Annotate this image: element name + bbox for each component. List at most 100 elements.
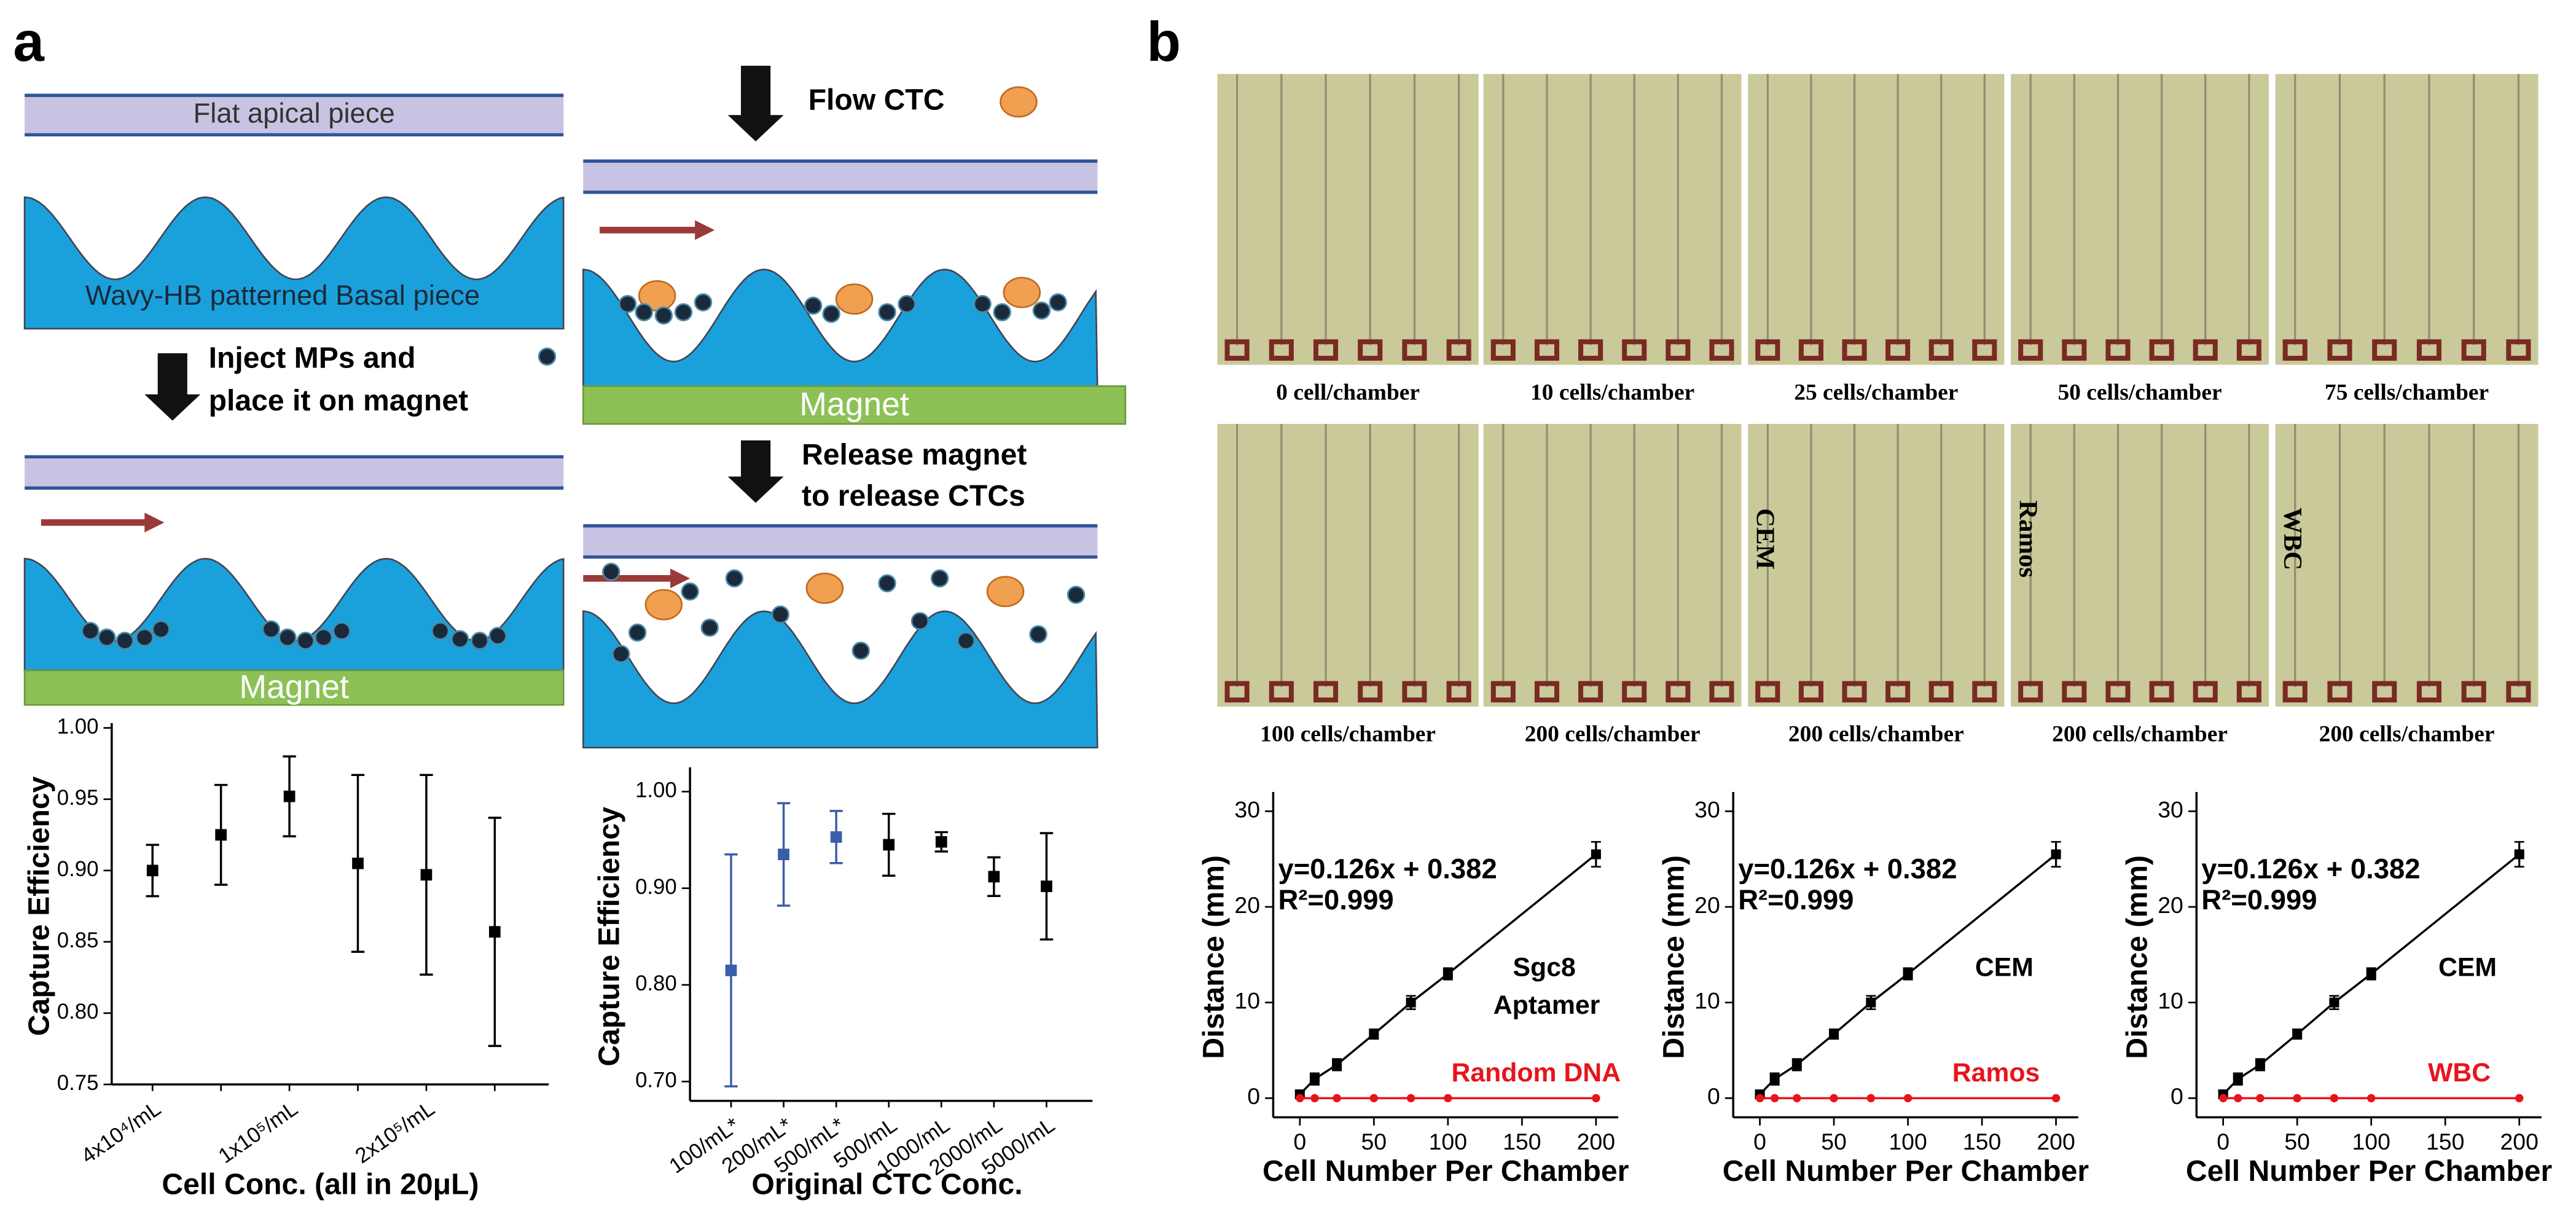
magnetic-particle [654, 306, 673, 325]
magnetic-particle [471, 632, 489, 650]
photo [1748, 424, 2005, 707]
y-axis-label: Distance (mm) [1197, 855, 1231, 1059]
magnetic-particle [602, 562, 621, 581]
photo [1217, 74, 1479, 365]
y-tick-label: 0 [2171, 1083, 2183, 1109]
annotation: y=0.126x + 0.382 [1278, 853, 1497, 884]
diagram-text: Wavy-HB patterned Basal piece [85, 280, 480, 311]
photo-pad [1972, 339, 1997, 361]
data-point [1369, 1029, 1379, 1040]
photo-pad [2461, 339, 2486, 361]
magnetic-particle [898, 295, 916, 313]
photo-pad [1709, 681, 1734, 703]
photo-pad [1972, 681, 1997, 703]
data-point [778, 848, 789, 860]
magnetic-particle [822, 305, 840, 323]
data-point [1444, 1094, 1452, 1103]
data-point [1866, 1094, 1876, 1103]
data-point [935, 836, 947, 848]
data-point [2292, 1029, 2303, 1040]
data-point [1592, 1094, 1600, 1103]
y-tick-label: 20 [1234, 892, 1260, 918]
photo-pad [1269, 339, 1294, 361]
data-point [1770, 1094, 1779, 1103]
y-tick-label: 0.80 [57, 1000, 99, 1024]
x-tick-label: 150 [1963, 1129, 2001, 1154]
photo-pad [2236, 681, 2261, 703]
photo-pad [1313, 339, 1339, 361]
panel-label: a [13, 11, 45, 73]
apical-piece [583, 525, 1098, 557]
basal-piece [23, 196, 565, 330]
magnetic-particle [957, 632, 976, 650]
y-tick-label: 0 [1707, 1083, 1720, 1109]
data-point [2293, 1094, 2301, 1103]
annotation: R²=0.999 [1738, 884, 1854, 915]
ctc-cell [835, 283, 874, 315]
photo-pad [1798, 681, 1823, 703]
x-axis-label: Cell Number Per Chamber [2186, 1154, 2552, 1188]
step-text: to release CTCs [802, 479, 1025, 512]
annotation: R²=0.999 [2201, 884, 2317, 915]
photo-pad [2372, 339, 2397, 361]
basal-piece [582, 610, 1098, 749]
data-point [215, 829, 227, 841]
photo-caption: 75 cells/chamber [2325, 380, 2489, 405]
data-point [1041, 880, 1052, 892]
y-tick-label: 0 [1247, 1083, 1260, 1109]
data-point [1903, 1094, 1912, 1103]
y-tick-label: 0.90 [635, 876, 677, 899]
magnet [582, 385, 1127, 425]
photo-pad [2105, 339, 2131, 361]
photo-pad [1578, 339, 1603, 361]
series-label-box: Sgc8 Aptamer [1494, 955, 1600, 1021]
x-tick-label: 150 [1503, 1129, 1541, 1154]
magnetic-particle [538, 347, 557, 366]
data-point [1791, 1059, 1802, 1070]
basal-piece [23, 557, 565, 672]
photo-pad [1622, 681, 1647, 703]
data-point [2256, 1094, 2265, 1103]
photo-caption: 0 cell/chamber [1276, 380, 1420, 405]
flow-arrow [583, 568, 691, 589]
y-axis-label: Capture Efficiency [592, 807, 625, 1067]
x-tick-label: 0 [1753, 1129, 1766, 1154]
magnetic-particle [1029, 625, 1047, 644]
photo-pad [1490, 339, 1516, 361]
data-point [1829, 1029, 1839, 1040]
ctc-cell [805, 573, 844, 604]
magnetic-particle [135, 628, 154, 647]
photo [1483, 424, 1742, 707]
photo-pad [1534, 339, 1559, 361]
photo-pad [1928, 339, 1954, 361]
photo-pad [2105, 681, 2131, 703]
photo-caption: 200 cells/chamber [2052, 722, 2228, 747]
photo-label: Ramos [2013, 500, 2042, 578]
series-label-box: CEM [1975, 955, 2034, 982]
photo-label: WBC [2278, 508, 2307, 570]
ctc-cell [1003, 276, 1041, 308]
step-text: place it on magnet [209, 384, 469, 417]
magnetic-particle [694, 293, 713, 312]
step-text: Release magnet [802, 438, 1027, 471]
y-tick-label: 20 [1694, 892, 1720, 918]
photo-pad [1402, 681, 1427, 703]
photo [1217, 424, 1479, 707]
data-point [1310, 1094, 1319, 1103]
y-tick-label: 30 [2158, 796, 2183, 822]
x-tick-label: 0 [2217, 1129, 2230, 1154]
photo-pad [1755, 339, 1780, 361]
x-tick-label: 50 [1821, 1129, 1847, 1154]
y-tick-label: 0.70 [635, 1068, 677, 1092]
x-axis-label: Cell Number Per Chamber [1723, 1154, 2089, 1188]
photo [1483, 74, 1742, 365]
data-point [830, 831, 842, 843]
data-point [420, 869, 433, 881]
magnetic-particle [681, 582, 699, 601]
y-tick-label: 0.80 [635, 972, 677, 995]
apical-piece [583, 161, 1098, 192]
y-axis-label: Capture Efficiency [23, 776, 56, 1036]
ctc-cell [1000, 86, 1038, 118]
photo-pad [1446, 681, 1471, 703]
y-axis-label: Distance (mm) [1657, 855, 1690, 1059]
